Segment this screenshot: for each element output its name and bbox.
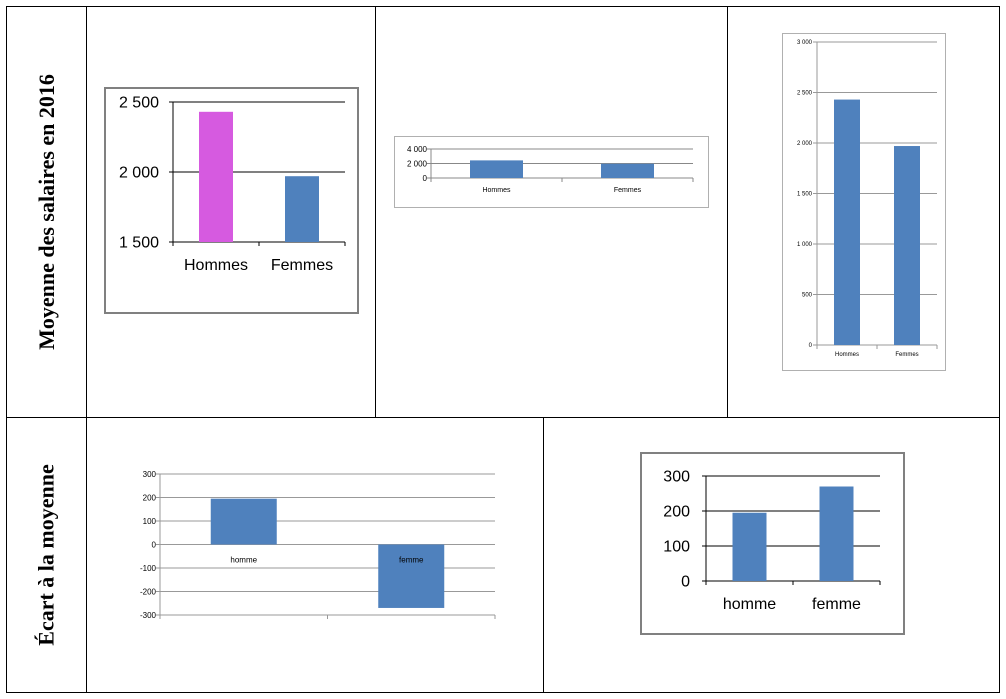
row-label-ecart: Écart à la moyenne <box>6 417 87 693</box>
chart-4-bar-homme <box>210 498 277 545</box>
chart-2-category-label: Hommes <box>482 187 511 194</box>
chart-3-category-label: Hommes <box>835 352 859 358</box>
chart-5-category-label: homme <box>723 596 776 613</box>
chart-4-svg: -300 -200 -100 0 100 200 300 homme femme <box>140 470 496 620</box>
row-label-moyenne-text: Moyenne des salaires en 2016 <box>33 74 59 350</box>
chart-4-ytick-label: 0 <box>152 540 157 549</box>
chart-4-category-label: femme <box>399 556 424 565</box>
chart-2-ytick-label: 2 000 <box>407 159 428 168</box>
chart-4-ytick-label: 300 <box>143 470 157 479</box>
chart-1-box: 1 500 2 000 2 500 Hommes Femmes <box>104 87 359 314</box>
chart-4-ytick-label: 200 <box>143 493 157 502</box>
chart-3-ytick-label: 2 000 <box>797 141 813 147</box>
chart-5-ytick-label: 300 <box>663 469 690 486</box>
chart-1-category-label: Hommes <box>184 257 248 274</box>
chart-2-category-label: Femmes <box>614 187 642 194</box>
row-label-ecart-text: Écart à la moyenne <box>33 464 59 646</box>
chart-5-ytick-label: 0 <box>681 574 690 591</box>
chart-5-box: 0 100 200 300 homme femme <box>640 452 905 635</box>
chart-3-ytick-label: 1 500 <box>797 192 813 198</box>
chart-3-ytick-label: 1 000 <box>797 242 813 248</box>
chart-3-ytick-label: 3 000 <box>797 40 813 46</box>
chart-1-category-label: Femmes <box>271 257 333 274</box>
chart-5-ytick-label: 200 <box>663 504 690 521</box>
chart-4-ytick-label: -100 <box>140 564 157 573</box>
chart-1-ytick-label: 1 500 <box>119 235 159 252</box>
chart-2-bar-femmes <box>601 163 654 178</box>
chart-4-bar-femme <box>378 544 445 608</box>
chart-4-ytick-label: 100 <box>143 517 157 526</box>
chart-5-category-label: femme <box>812 596 861 613</box>
row-label-moyenne: Moyenne des salaires en 2016 <box>6 6 87 418</box>
chart-2-ytick-label: 0 <box>423 174 428 183</box>
chart-3-svg: 0 500 1 000 1 500 2 000 2 500 3 000 Hommes Femme… <box>797 40 938 358</box>
chart-1-svg: 1 500 2 000 2 500 Hommes Femmes <box>119 95 346 274</box>
chart-4-ytick-label: -300 <box>140 611 157 620</box>
chart-3-box: 0 500 1 000 1 500 2 000 2 500 3 000 Hommes Femme… <box>782 33 946 371</box>
chart-1-ytick-label: 2 000 <box>119 165 159 182</box>
table-cell-row1-col2 <box>375 6 728 418</box>
chart-5-bar-femme <box>819 486 854 581</box>
chart-3-ytick-label: 0 <box>809 343 813 349</box>
chart-3-category-label: Femmes <box>895 352 918 358</box>
chart-3-ytick-label: 500 <box>802 293 813 299</box>
table-cell-row1-label <box>6 6 87 418</box>
chart-2-bar-hommes <box>470 160 523 178</box>
chart-4-box: -300 -200 -100 0 100 200 300 homme femme <box>120 463 505 628</box>
chart-5-svg: 0 100 200 300 homme femme <box>663 469 881 613</box>
chart-5-bar-homme <box>732 512 767 581</box>
chart-4-category-label: homme <box>230 556 257 565</box>
chart-2-svg: 0 2 000 4 000 Hommes Femmes <box>407 145 694 194</box>
chart-2-ytick-label: 4 000 <box>407 145 428 154</box>
chart-4-ytick-label: -200 <box>140 587 157 596</box>
chart-3-bar-hommes <box>834 99 860 345</box>
chart-5-ytick-label: 100 <box>663 539 690 556</box>
chart-3-bar-femmes <box>894 146 920 345</box>
chart-1-bar-femmes <box>285 176 319 242</box>
chart-1-bar-hommes <box>199 111 233 242</box>
chart-2-box: 0 2 000 4 000 Hommes Femmes <box>394 136 709 208</box>
chart-1-ytick-label: 2 500 <box>119 95 159 112</box>
chart-3-ytick-label: 2 500 <box>797 91 813 97</box>
